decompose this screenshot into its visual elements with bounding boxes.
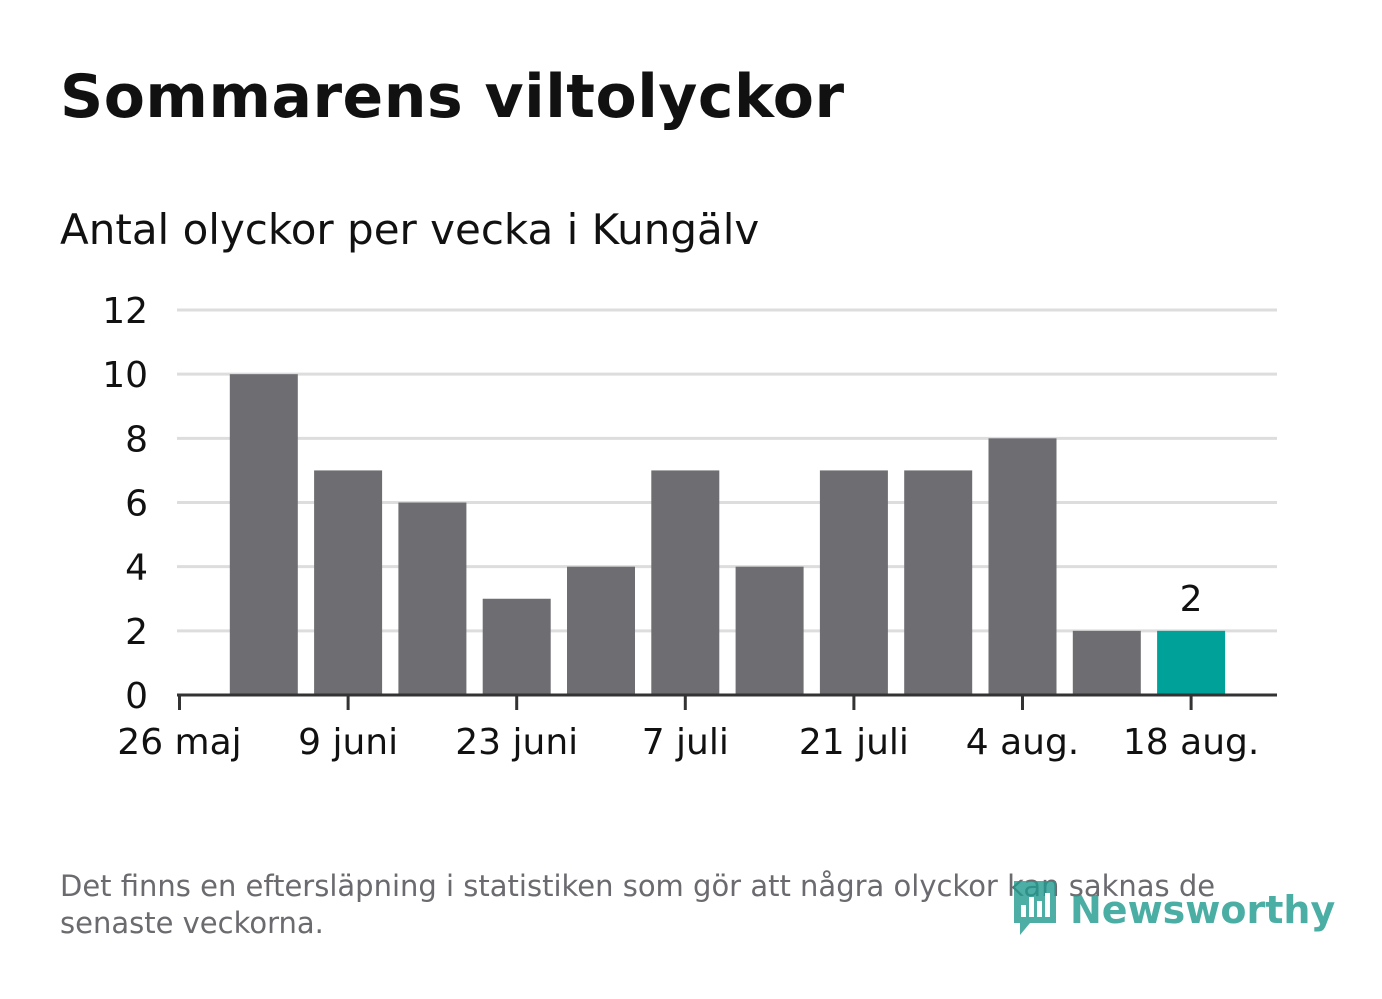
bar-data-label: 2 <box>1180 579 1203 620</box>
y-tick-label: 6 <box>125 484 148 525</box>
x-tick-label: 4 aug. <box>966 722 1080 763</box>
bars <box>229 374 1226 695</box>
x-axis-ticks: 26 maj 9 juni 23 juni 7 juli 21 juli 4 aug. 18… <box>117 695 1259 763</box>
x-tick-label: 7 juli <box>642 722 729 763</box>
bar <box>567 566 635 695</box>
y-tick-label: 4 <box>125 548 148 589</box>
bar <box>988 438 1057 695</box>
bar <box>904 470 973 695</box>
x-tick-label: 26 maj <box>117 722 241 763</box>
y-tick-label: 0 <box>125 676 148 717</box>
bar <box>1072 630 1141 695</box>
bar <box>819 470 888 695</box>
y-tick-label: 2 <box>125 612 148 653</box>
y-tick-label: 8 <box>125 419 148 460</box>
bar <box>651 470 720 695</box>
y-axis-ticks: 0 2 4 6 8 10 12 <box>102 291 148 717</box>
bar-chart: 0 2 4 6 8 10 12 2 26 maj 9 juni 23 juni 7 juli 21 … <box>102 291 1277 763</box>
x-tick-label: 21 juli <box>799 722 909 763</box>
y-tick-label: 12 <box>102 291 148 332</box>
x-tick-label: 18 aug. <box>1123 722 1259 763</box>
x-tick-label: 23 juni <box>455 722 578 763</box>
x-tick-label: 9 juni <box>298 722 398 763</box>
bar-highlight <box>1157 630 1226 695</box>
chart-subtitle: Antal olyckor per vecka i Kungälv <box>60 205 760 254</box>
bar <box>314 470 383 695</box>
newsworthy-logo-text: Newsworthy <box>1070 888 1336 932</box>
y-tick-label: 10 <box>102 355 148 396</box>
bar <box>229 374 298 695</box>
newsworthy-logo: Newsworthy <box>1010 878 1335 942</box>
bar <box>735 566 804 695</box>
chart-title: Sommarens viltolyckor <box>60 62 845 132</box>
bar <box>482 598 551 695</box>
data-labels: 2 <box>1180 579 1203 620</box>
newsworthy-logo-icon <box>1010 877 1060 943</box>
bar <box>398 502 467 695</box>
